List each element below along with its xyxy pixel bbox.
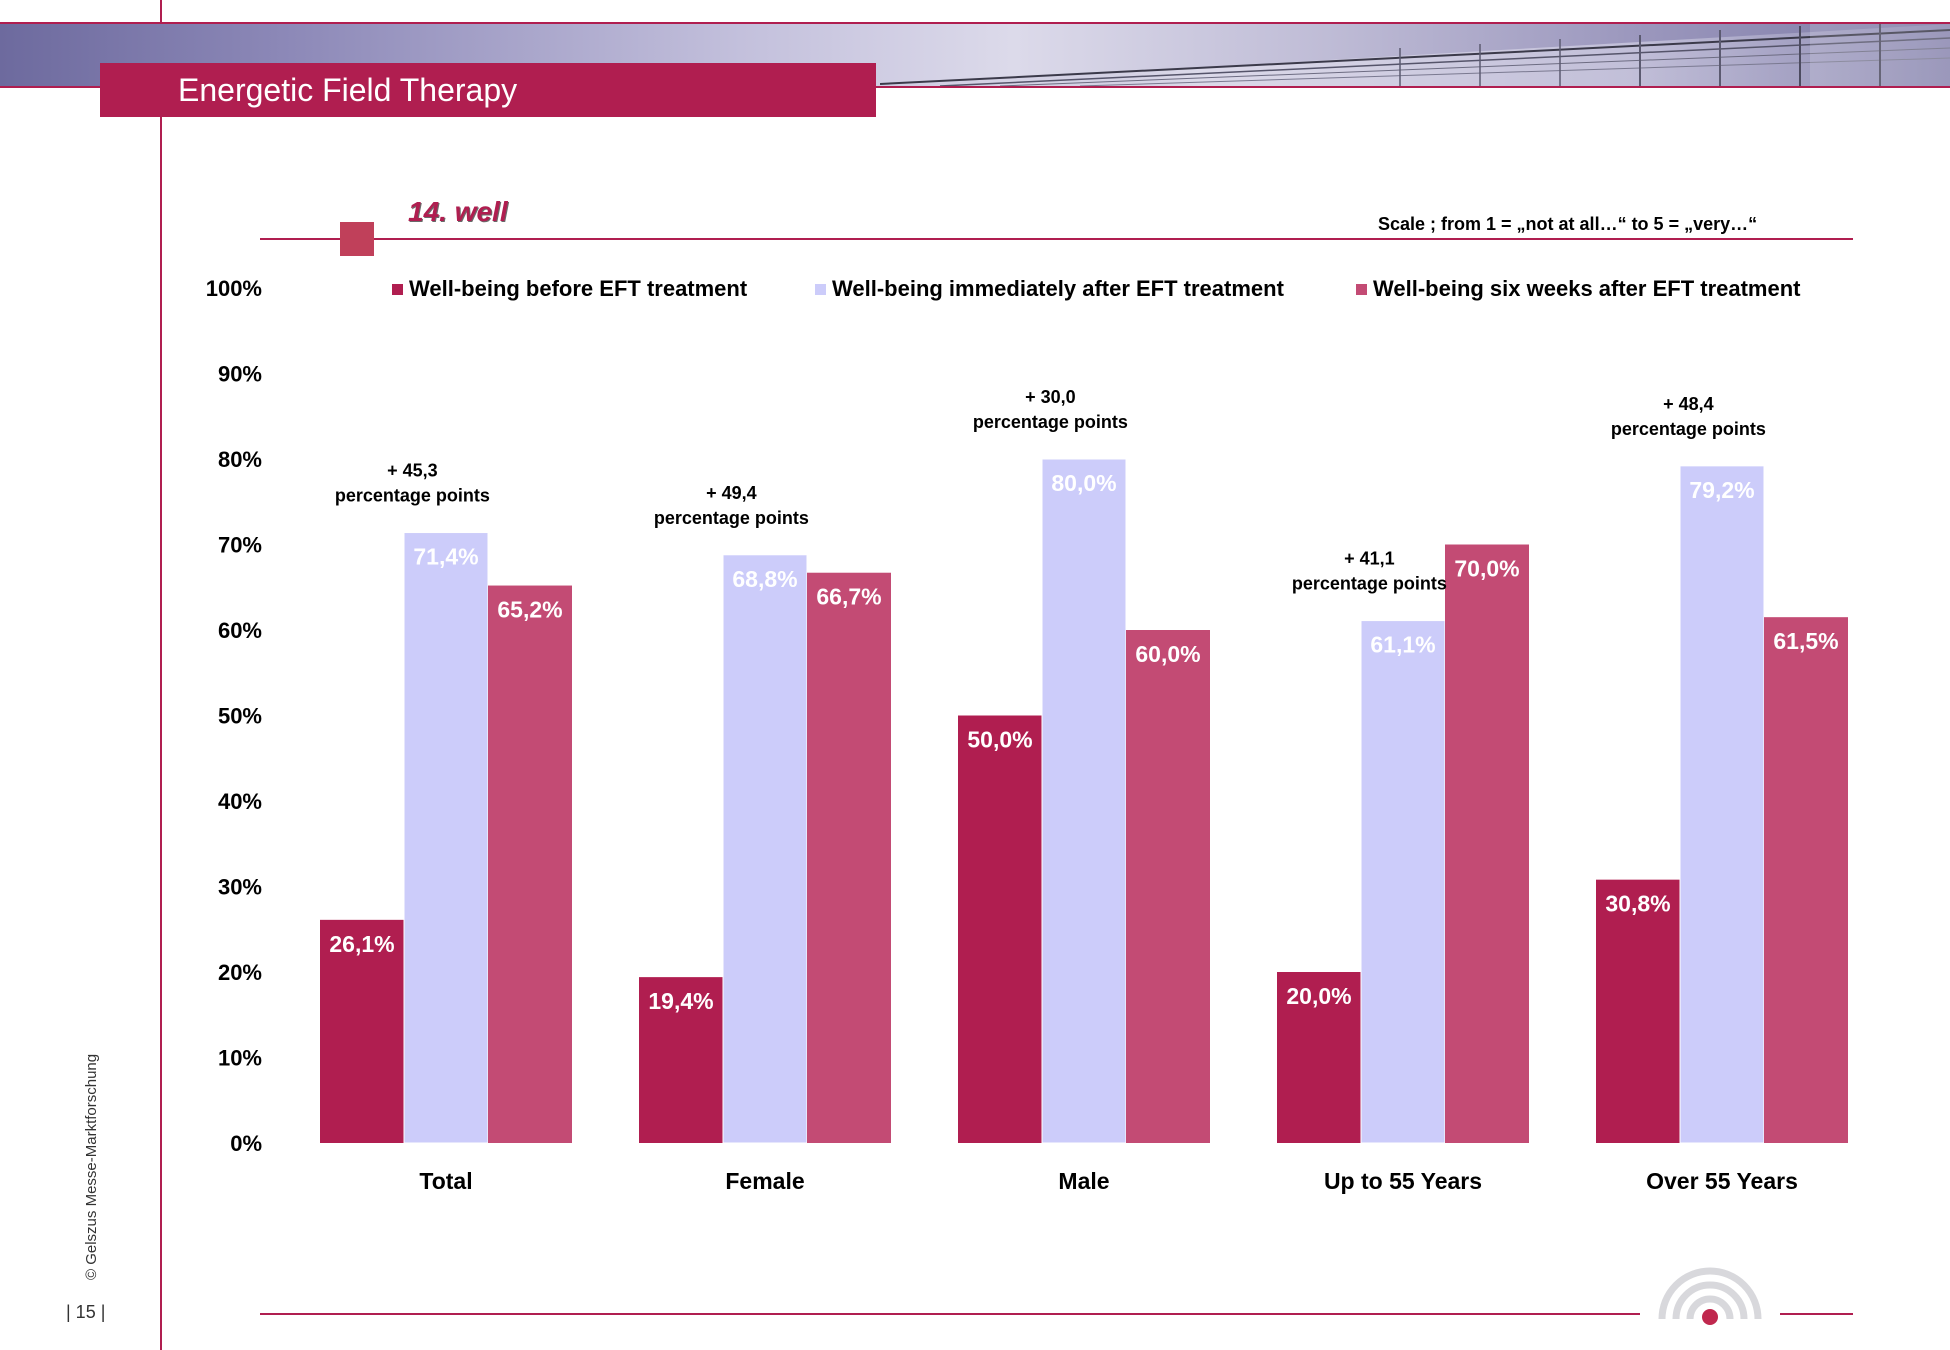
banner-top-rule [0, 22, 1950, 24]
data-label: 65,2% [497, 597, 562, 623]
bar [320, 919, 404, 1143]
legend-label: Well-being six weeks after EFT treatment [1373, 276, 1801, 301]
legend-item: Well-being six weeks after EFT treatment [1356, 276, 1801, 302]
annotation-unit: percentage points [1611, 419, 1766, 439]
data-label: 79,2% [1689, 477, 1754, 503]
scale-note: Scale ; from 1 = „not at all…“ to 5 = „v… [1378, 214, 1758, 234]
y-tick-label: 100% [206, 276, 262, 301]
data-label: 71,4% [413, 544, 478, 570]
annotation-unit: percentage points [973, 412, 1128, 432]
y-tick-label: 80% [218, 447, 262, 472]
annotation-delta: + 30,0 [1025, 387, 1076, 407]
legend-swatch-icon [815, 283, 826, 295]
x-tick-label: Female [725, 1168, 804, 1194]
annotation-delta: + 48,4 [1663, 394, 1714, 414]
bar [1764, 617, 1848, 1143]
y-tick-label: 70% [218, 533, 262, 558]
title-box [100, 63, 876, 117]
y-tick-label: 40% [218, 789, 262, 814]
legend-swatch-icon [1356, 283, 1367, 295]
footer-rule-right [1780, 1313, 1853, 1315]
banner-bottom-rule [0, 86, 1950, 88]
annotation-delta: + 41,1 [1344, 549, 1395, 569]
bar [639, 977, 723, 1143]
bar [723, 554, 807, 1143]
x-tick-label: Up to 55 Years [1324, 1168, 1482, 1194]
legend-item: Well-being before EFT treatment [392, 276, 747, 302]
y-tick-label: 20% [218, 960, 262, 985]
side-credit-text: © Gelszus Messe-Marktforschung [83, 1053, 100, 1280]
data-label: 80,0% [1051, 470, 1116, 496]
y-tick-label: 30% [218, 875, 262, 900]
bar [1042, 459, 1126, 1143]
x-tick-label: Male [1058, 1168, 1109, 1194]
data-label: 60,0% [1135, 641, 1200, 667]
annotation-unit: percentage points [1292, 574, 1447, 594]
bar [488, 585, 572, 1143]
side-credit: © Gelszus Messe-Marktforschung [80, 1010, 104, 1280]
data-label: 61,1% [1370, 632, 1435, 658]
left-vertical-rule [160, 0, 162, 1350]
bar [807, 572, 891, 1143]
y-tick-label: 50% [218, 704, 262, 729]
subtitle-rule [260, 238, 1853, 240]
annotation-delta: + 49,4 [706, 483, 757, 503]
data-label: 19,4% [648, 988, 713, 1014]
annotation-unit: percentage points [335, 486, 490, 506]
data-label: 66,7% [816, 584, 881, 610]
company-logo-icon [1658, 1267, 1762, 1325]
x-tick-label: Total [419, 1168, 472, 1194]
data-label: 61,5% [1773, 628, 1838, 654]
footer-rule-left [260, 1313, 1640, 1315]
bar [1596, 879, 1680, 1143]
bar [1445, 544, 1529, 1143]
bar [1680, 465, 1764, 1144]
y-tick-label: 0% [230, 1131, 262, 1156]
data-label: 30,8% [1605, 891, 1670, 917]
bar [404, 532, 488, 1143]
legend-label: Well-being immediately after EFT treatme… [832, 276, 1284, 301]
legend-item: Well-being immediately after EFT treatme… [815, 276, 1284, 302]
data-label: 68,8% [732, 566, 797, 592]
data-label: 50,0% [967, 727, 1032, 753]
annotation-delta: + 45,3 [387, 461, 438, 481]
subtitle-square-icon [340, 222, 374, 256]
annotation-unit: percentage points [654, 508, 809, 528]
legend-swatch-icon [392, 283, 403, 295]
bar [1277, 972, 1361, 1143]
y-tick-label: 90% [218, 362, 262, 387]
y-tick-label: 60% [218, 618, 262, 643]
bar [958, 715, 1042, 1143]
chart-subtitle: 14. well [408, 196, 508, 227]
data-label: 20,0% [1286, 983, 1351, 1009]
legend-label: Well-being before EFT treatment [409, 276, 748, 301]
data-label: 26,1% [329, 931, 394, 957]
page-title: Energetic Field Therapy [178, 72, 518, 108]
building-facade-image [880, 24, 1950, 86]
bar [1361, 620, 1445, 1143]
data-label: 70,0% [1454, 556, 1519, 582]
y-tick-label: 10% [218, 1046, 262, 1071]
page-number: | 15 | [66, 1302, 106, 1322]
x-tick-label: Over 55 Years [1646, 1168, 1798, 1194]
bar [1126, 630, 1210, 1143]
